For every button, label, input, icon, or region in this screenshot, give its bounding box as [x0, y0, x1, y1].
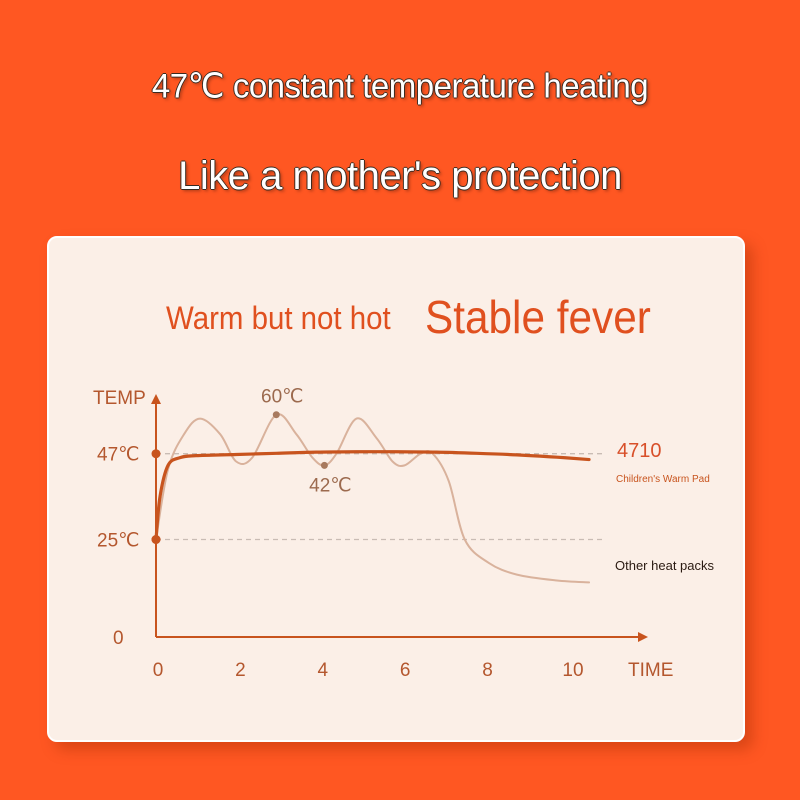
annotation-dot [320, 461, 328, 469]
series-sublabel-childrens-warm-pad: Children's Warm Pad [616, 474, 710, 485]
y-axis-arrow [151, 394, 161, 404]
annotation-dot [272, 411, 280, 419]
y-axis-label: TEMP [93, 388, 146, 409]
series-start-dot [151, 535, 161, 544]
y-tick-dot [151, 449, 161, 459]
annotation-label: 42℃ [309, 475, 351, 496]
y-tick-label: 25℃ [97, 531, 139, 552]
x-tick-label: 4 [318, 660, 329, 681]
x-tick-label: 6 [400, 660, 411, 681]
stable-label: Stable fever [425, 291, 651, 343]
card-titles: Warm but not hot Stable fever [0, 291, 800, 346]
annotation-label: 60℃ [261, 387, 303, 408]
warm-label: Warm but not hot [166, 300, 391, 336]
series-label-other-heat-packs: Other heat packs [615, 558, 714, 573]
y-tick-label: 0 [113, 628, 124, 649]
headline-mother-protection: Like a mother's protection [178, 154, 622, 198]
series-line-other-heat-packs [155, 413, 591, 584]
headline-constant-temperature: 47℃ constant temperature heating [151, 66, 649, 105]
x-tick-label: 0 [153, 660, 164, 681]
x-tick-label: 8 [482, 660, 493, 681]
series-label-4710: 4710 [617, 440, 662, 462]
series-line-4710 [154, 450, 591, 542]
x-tick-label: 10 [562, 660, 583, 681]
x-axis-label: TIME [628, 660, 673, 681]
y-tick-label: 47℃ [97, 445, 139, 466]
x-axis-arrow [638, 632, 648, 642]
x-tick-label: 2 [235, 660, 246, 681]
